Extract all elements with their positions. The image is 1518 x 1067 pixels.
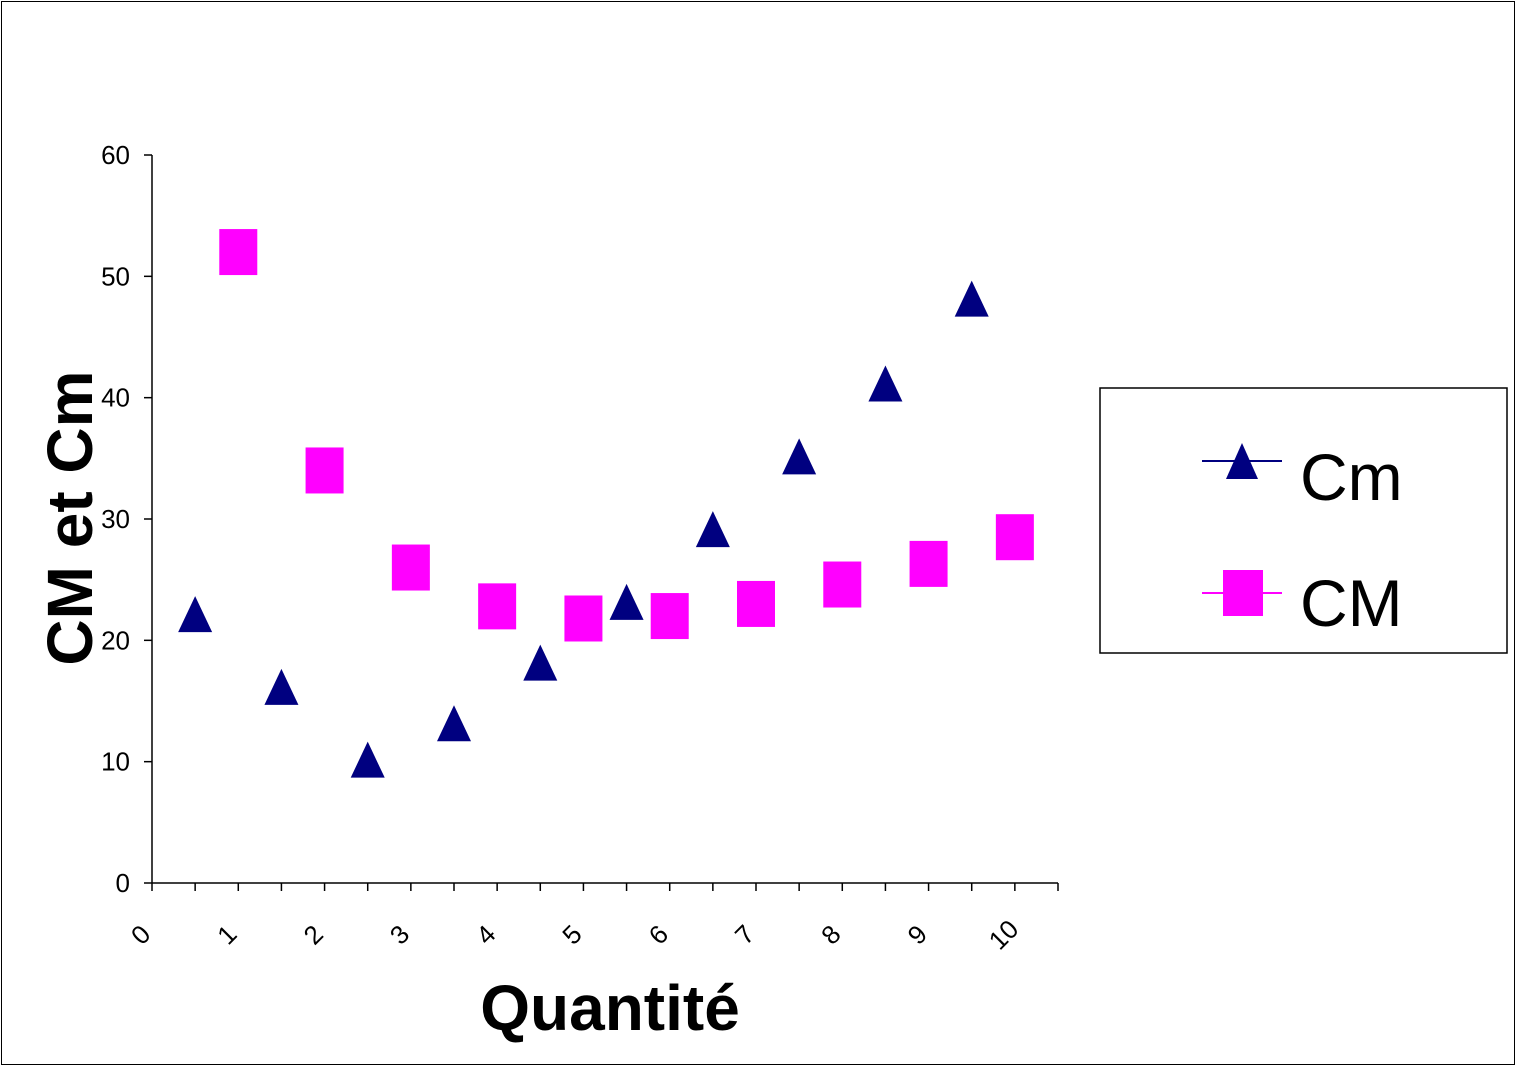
point-CM-square <box>650 593 689 640</box>
legend-label-cm: Cm <box>1300 440 1403 514</box>
legend-item-CM: CM <box>1202 566 1403 640</box>
y-tick-label: 40 <box>101 383 130 413</box>
point-cm-triangle <box>350 741 385 778</box>
legend-box <box>1099 387 1508 654</box>
point-cm-triangle <box>868 365 903 402</box>
point-cm-triangle <box>609 583 644 620</box>
legend: Cm CM <box>1099 387 1508 654</box>
x-tick-label: 7 <box>729 919 760 950</box>
point-cm-triangle <box>782 438 817 475</box>
point-CM-square <box>305 447 344 494</box>
y-tick-label: 50 <box>101 261 130 291</box>
point-CM-square <box>909 540 948 587</box>
point-CM-square <box>995 514 1034 561</box>
x-tick-label: 6 <box>643 919 674 950</box>
legend-item-cm: Cm <box>1202 440 1403 514</box>
point-CM-square <box>737 580 775 627</box>
axes <box>144 154 1059 891</box>
point-CM-square <box>478 583 517 630</box>
y-axis-title: CM et Cm <box>34 370 106 665</box>
point-CM-square <box>391 544 430 591</box>
point-cm-triangle <box>178 596 213 633</box>
legend-label-CM: CM <box>1300 566 1403 640</box>
y-tick-label: 20 <box>101 625 130 655</box>
point-cm-triangle <box>523 644 558 681</box>
y-tick-label: 0 <box>116 868 130 898</box>
x-tick-label: 4 <box>470 919 501 950</box>
legend-square-icon <box>1223 570 1263 616</box>
x-tick-label: 2 <box>297 919 328 950</box>
y-tick-label: 30 <box>101 504 130 534</box>
point-cm-triangle <box>954 280 989 317</box>
x-tick-label: 1 <box>211 919 242 950</box>
point-CM-square <box>564 595 603 642</box>
x-tick-label: 10 <box>983 914 1025 956</box>
point-CM-square <box>219 229 258 276</box>
x-tick-label: 0 <box>125 919 156 950</box>
point-cm-triangle <box>264 668 299 705</box>
point-cm-triangle <box>695 511 730 548</box>
x-tick-label: 9 <box>901 919 932 950</box>
x-axis-title: Quantité <box>480 972 740 1044</box>
data-marks <box>178 229 1034 778</box>
point-CM-square <box>823 561 862 608</box>
x-tick-label: 5 <box>556 919 587 950</box>
legend-triangle-icon <box>1226 443 1258 479</box>
x-tick-label: 3 <box>384 919 415 950</box>
y-tick-label: 60 <box>101 140 130 170</box>
y-tick-label: 10 <box>101 747 130 777</box>
point-cm-triangle <box>437 705 471 742</box>
x-tick-label: 8 <box>815 919 846 950</box>
